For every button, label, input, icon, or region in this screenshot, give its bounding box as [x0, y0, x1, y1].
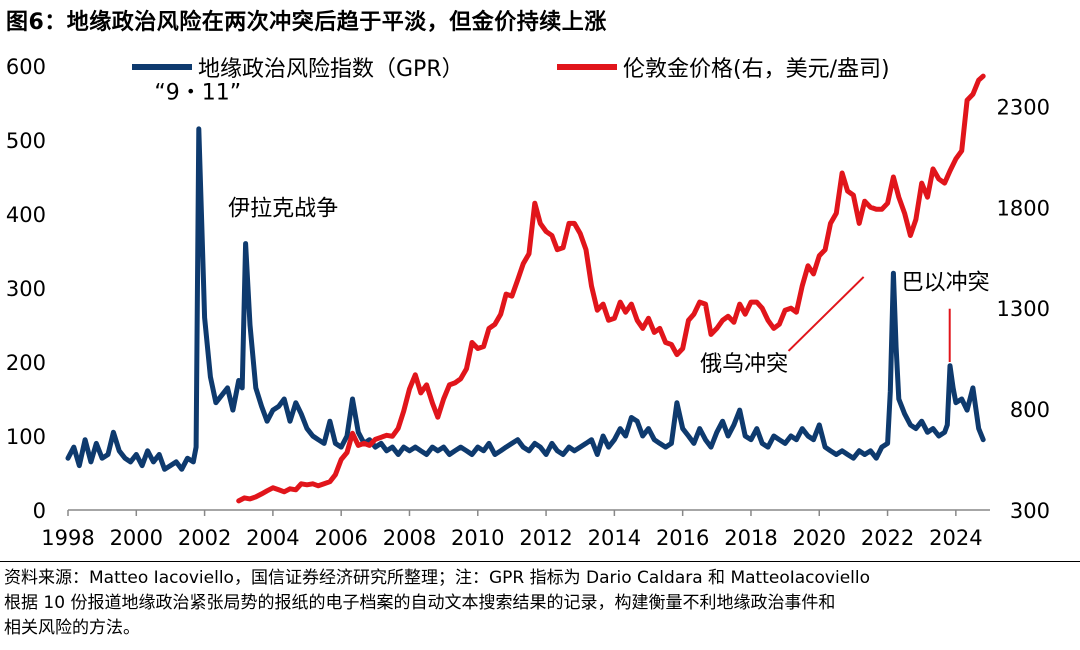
x-tick-label: 1998	[41, 526, 94, 550]
source-line: 相关风险的方法。	[4, 618, 140, 638]
y-right-tick-label: 300	[1010, 499, 1050, 523]
x-tick-label: 2024	[929, 526, 982, 550]
chart-title: 图6：地缘政治风险在两次冲突后趋于平淡，但金价持续上涨	[6, 10, 607, 35]
x-tick-label: 2006	[314, 526, 367, 550]
x-tick-label: 2020	[793, 526, 846, 550]
y-left-tick-label: 500	[6, 129, 46, 153]
x-tick-label: 2008	[383, 526, 436, 550]
y-left-tick-label: 300	[6, 277, 46, 301]
legend: 地缘政治风险指数（GPR） 伦敦金价格(右，美元/盎司)	[132, 57, 890, 82]
x-tick-label: 2000	[110, 526, 163, 550]
y-right-tick-label: 1800	[997, 196, 1050, 220]
y-right-tick-label: 2300	[997, 95, 1050, 119]
legend-gold-label: 伦敦金价格(右，美元/盎司)	[623, 57, 890, 82]
y-left-tick-label: 100	[6, 425, 46, 449]
x-tick-label: 2018	[724, 526, 777, 550]
x-tick-label: 2010	[451, 526, 504, 550]
iraq-war-annotation: 伊拉克战争	[228, 196, 338, 221]
legend-gpr-label: 地缘政治风险指数（GPR）	[198, 57, 464, 82]
y-left-tick-label: 200	[6, 351, 46, 375]
y-left-tick-label: 0	[33, 499, 46, 523]
gpr-series-line	[65, 126, 986, 472]
gpr-gold-chart: 地缘政治风险指数（GPR） 伦敦金价格(右，美元/盎司) 1998 2000 200…	[6, 55, 1050, 550]
plot-area	[65, 73, 986, 504]
x-tick-label: 2012	[519, 526, 572, 550]
x-tick-label: 2022	[861, 526, 914, 550]
x-tick-label: 2016	[656, 526, 709, 550]
911-annotation: “9・11”	[154, 80, 241, 105]
gold-price-series-line	[236, 73, 986, 504]
x-tick-label: 2002	[178, 526, 231, 550]
y-left-tick-label: 600	[6, 55, 46, 79]
x-tick-label: 2014	[588, 526, 641, 550]
y-right-tick-label: 1300	[997, 297, 1050, 321]
russia-ukraine-annotation: 俄乌冲突	[700, 352, 788, 377]
divider	[0, 561, 1080, 562]
x-tick-label: 2004	[246, 526, 299, 550]
axes: 1998 2000 2002 2004 2006 2008 2010 2012 2014 2016…	[6, 55, 1050, 550]
y-left-tick-label: 400	[6, 203, 46, 227]
israel-palestine-annotation: 巴以冲突	[902, 270, 990, 295]
y-right-tick-label: 800	[1010, 398, 1050, 422]
source-line: 资料来源：Matteo Iacoviello，国信证券经济研究所整理；注：GPR…	[4, 568, 870, 588]
source-line: 根据 10 份报道地缘政治紧张局势的报纸的电子档案的自动文本搜索结果的记录，构建…	[4, 593, 836, 613]
russia-ukraine-pointer	[787, 276, 865, 352]
source-note: 资料来源：Matteo Iacoviello，国信证券经济研究所整理；注：GPR…	[4, 566, 1078, 641]
